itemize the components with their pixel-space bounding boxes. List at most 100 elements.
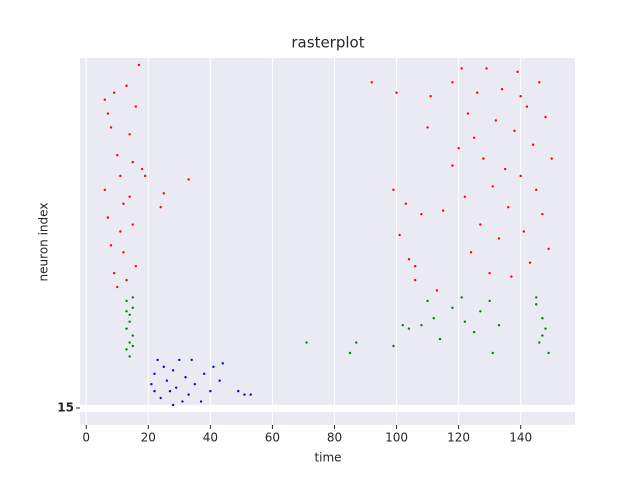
chart-title: rasterplot [291,34,364,52]
spike [103,188,107,192]
spike [237,389,240,393]
spike [212,365,215,369]
spike [466,112,470,115]
spike [491,351,494,355]
spike [131,160,134,164]
x-tick-label: 140 [509,431,532,445]
y-axis-label: neuron index [37,203,51,282]
spike [125,84,128,87]
spike [156,358,159,362]
x-tick-label: 120 [447,431,470,445]
spike [485,67,488,70]
spike [193,382,197,386]
spike [435,289,439,292]
spike [221,362,224,365]
spike [187,393,190,396]
spike [472,136,476,140]
spike [153,389,156,393]
spike [426,126,429,129]
spike [513,129,516,133]
spike [535,188,538,192]
spike [451,81,454,84]
spike [392,188,395,192]
spike [119,230,122,233]
spike [150,382,153,386]
spike [535,296,538,299]
spike [112,91,116,94]
spike [497,237,501,240]
spike [531,143,535,146]
spike [162,365,165,369]
plot-area [80,58,575,405]
spike [535,303,538,306]
y-tick-label: 15 [57,401,74,415]
spike [116,153,119,157]
spike [469,251,473,254]
spike [538,81,541,84]
spike [432,317,435,320]
spike [128,320,131,323]
spike [547,247,550,251]
spike [159,206,162,209]
spike [525,105,529,108]
x-tick-label: 60 [265,431,280,445]
spike [249,393,252,396]
spike [131,334,134,337]
spike [128,313,131,316]
spike [438,337,442,341]
spike [131,223,134,226]
spike [457,147,460,150]
spike [181,400,184,403]
x-axis-strip [80,412,575,425]
spike [395,91,398,94]
spike [116,285,119,289]
spike [404,202,408,205]
spike [426,299,429,303]
spike [190,358,193,362]
spike [131,344,134,348]
spike [153,372,156,375]
spike [103,98,107,101]
spike [544,327,547,330]
spike [131,306,134,310]
x-tick-label: 20 [141,431,156,445]
spike [125,299,128,303]
spike [134,265,138,268]
spike [538,341,541,344]
spike [420,212,423,216]
spike [500,88,504,91]
spike [109,244,113,247]
spike [187,178,190,181]
spike [476,91,479,94]
spike [165,379,169,382]
spike [128,133,131,136]
spike [122,202,125,205]
spike [482,157,485,160]
spike [479,223,482,226]
spike [122,251,125,254]
spike [503,167,507,171]
spike [134,105,138,108]
spike [392,344,395,348]
spike [494,119,498,122]
spike [112,271,116,275]
spike [109,126,113,129]
spike [479,310,482,313]
spike [491,185,494,188]
spike [355,341,358,344]
spike [348,351,352,355]
spike [541,212,544,216]
spike [140,167,144,171]
x-tick-label: 80 [327,431,342,445]
spike [497,323,501,327]
spike [516,70,519,74]
spike [218,379,221,382]
spike [441,209,445,212]
spike [243,393,246,396]
spike [128,195,131,198]
spike [128,355,131,358]
spike [488,271,491,275]
spike [398,233,401,237]
spike [128,341,131,344]
